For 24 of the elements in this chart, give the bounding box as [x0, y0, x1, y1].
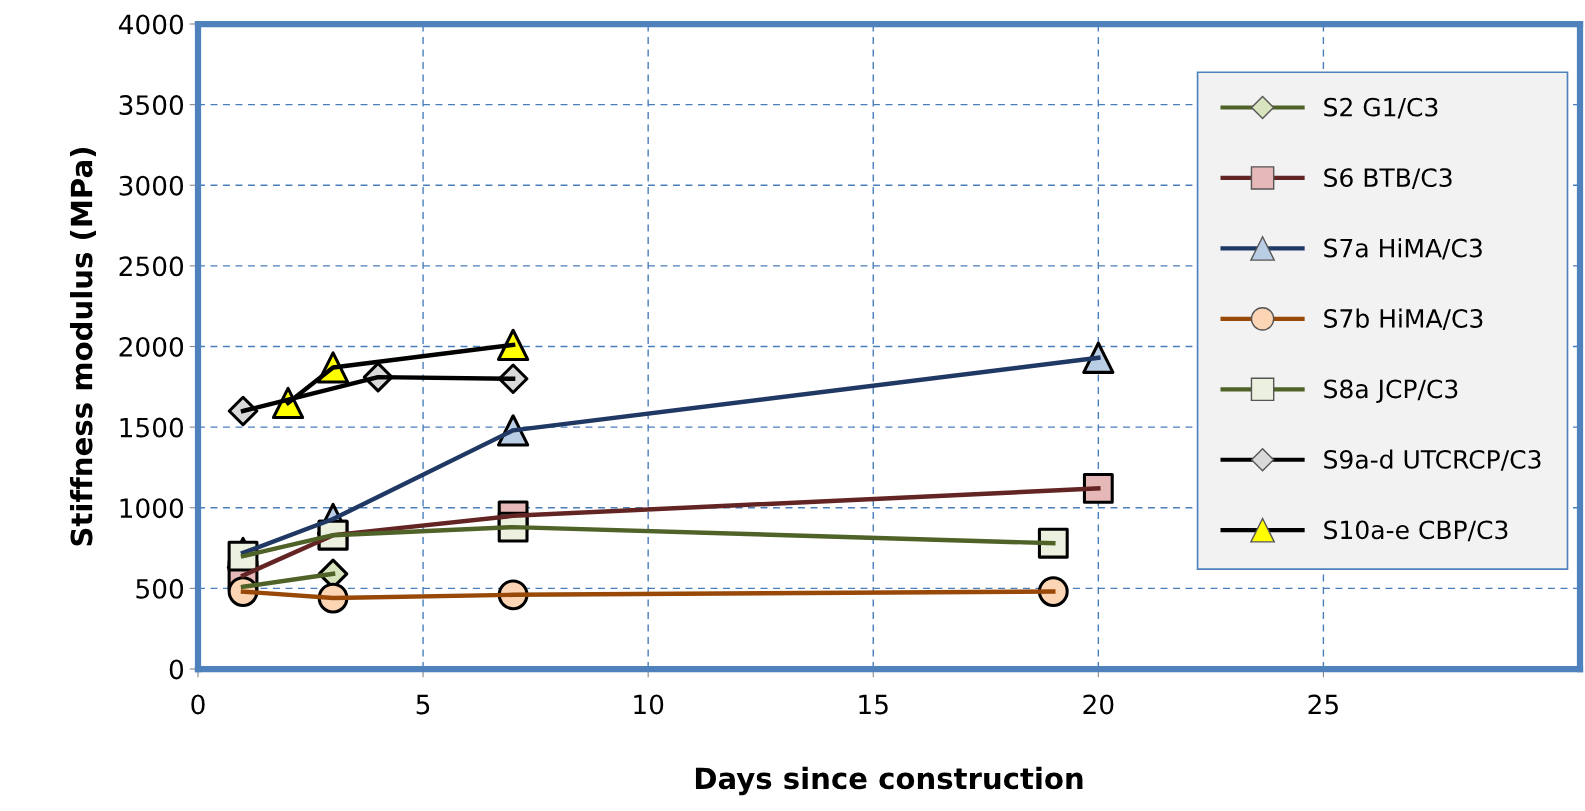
- legend-label: S8a JCP/C3: [1324, 379, 1458, 404]
- y-tick-label: 2000: [119, 336, 184, 357]
- x-tick-label: 0: [191, 694, 205, 715]
- legend-label: S2 G1/C3: [1324, 97, 1438, 119]
- x-tick-label: 20: [1083, 694, 1114, 715]
- legend-label: S10a-e CBP/C3: [1324, 520, 1508, 542]
- legend-label: S7a HiMA/C3: [1324, 238, 1482, 260]
- y-tick-label: 1500: [120, 417, 184, 438]
- legend-label: S6 BTB/C3: [1324, 168, 1452, 190]
- x-tick-label: 15: [859, 694, 888, 715]
- y-tick-label: 2500: [119, 256, 184, 277]
- x-tick-label: 25: [1308, 694, 1338, 715]
- y-tick-label: 1000: [120, 498, 184, 519]
- y-tick-label: 500: [136, 578, 184, 599]
- legend-label: S9a-d UTCRCP/C3: [1324, 449, 1541, 471]
- x-tick-label: 10: [634, 694, 664, 715]
- y-tick-label: 0: [169, 659, 184, 680]
- x-axis-title: Days since construction: [695, 766, 1083, 796]
- y-tick-label: 4000: [118, 14, 184, 35]
- y-axis-title: Stiffness modulus (MPa): [69, 147, 96, 546]
- legend-label: S7b HiMA/C3: [1324, 308, 1483, 330]
- y-tick-label: 3000: [119, 175, 184, 196]
- x-tick-label: 5: [416, 694, 430, 715]
- y-tick-label: 3500: [119, 95, 184, 116]
